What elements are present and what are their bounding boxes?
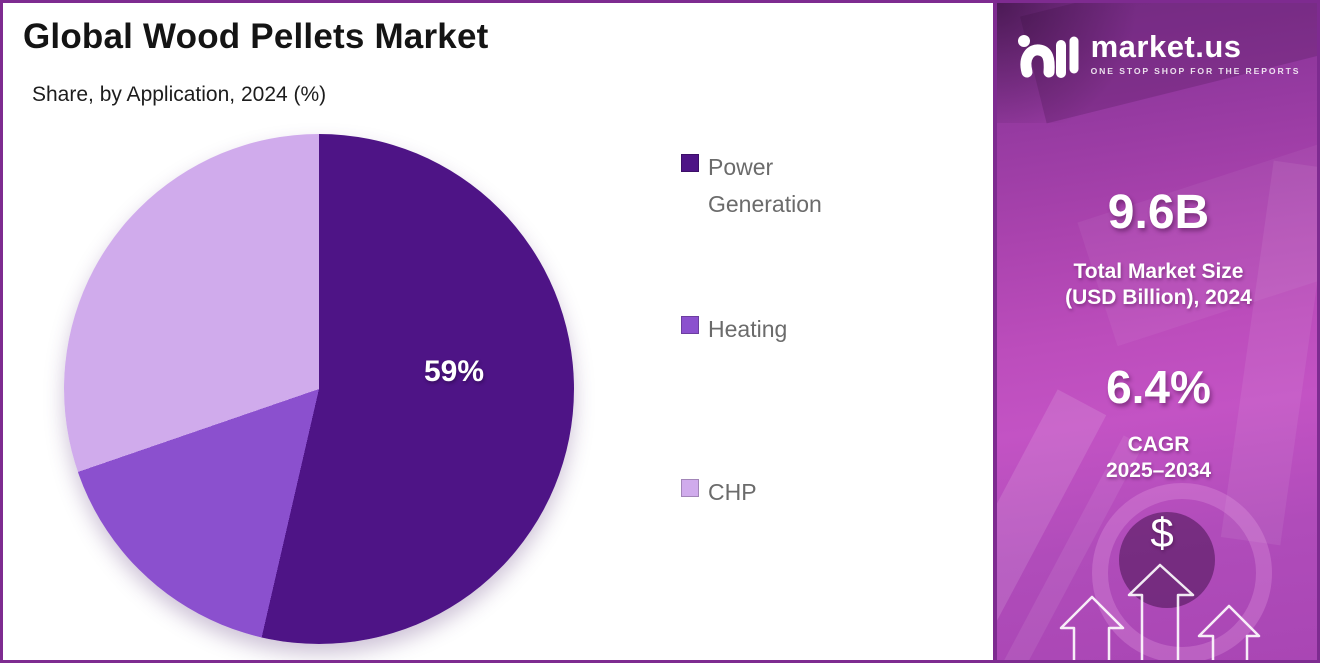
legend-label: CHP bbox=[708, 479, 757, 505]
legend-item-chp: CHP bbox=[681, 474, 868, 511]
legend-item-heating: Heating bbox=[681, 311, 868, 348]
pie-slice-data-label: 59% bbox=[423, 355, 485, 388]
legend-swatch-chp bbox=[681, 479, 699, 497]
stat-market-size-label: Total Market Size (USD Billion), 2024 bbox=[997, 259, 1317, 311]
stat-market-size-value: 9.6B bbox=[1107, 186, 1210, 239]
pie-chart bbox=[64, 134, 574, 644]
legend-swatch-power-generation bbox=[681, 154, 699, 172]
market-us-logo-icon bbox=[1017, 35, 1079, 78]
brand-lockup: market.us ONE STOP SHOP FOR THE REPORTS bbox=[997, 29, 1317, 79]
chart-area: Global Wood Pellets Market Share, by App… bbox=[3, 3, 990, 660]
brand-panel: market.us ONE STOP SHOP FOR THE REPORTS … bbox=[993, 3, 1317, 660]
stat-cagr-label: CAGR 2025–2034 bbox=[997, 432, 1317, 484]
stat-cagr-value: 6.4% bbox=[1106, 361, 1211, 413]
brand-name: market.us bbox=[1090, 29, 1242, 64]
growth-arrows-icon bbox=[1059, 563, 1261, 660]
stat-market-size-label-line1: Total Market Size bbox=[1073, 260, 1244, 283]
dollar-sign: $ bbox=[1150, 509, 1174, 556]
legend-swatch-heating bbox=[681, 316, 699, 334]
chart-subtitle: Share, by Application, 2024 (%) bbox=[32, 83, 327, 106]
stat-cagr-label-line2: 2025–2034 bbox=[1105, 459, 1212, 482]
brand-text: market.us ONE STOP SHOP FOR THE REPORTS bbox=[1090, 29, 1301, 76]
brand-tagline: ONE STOP SHOP FOR THE REPORTS bbox=[1090, 66, 1301, 76]
legend-label: Heating bbox=[708, 316, 788, 342]
pie-chart-container: 59% bbox=[64, 134, 574, 644]
legend-label: Power Generation bbox=[708, 154, 822, 217]
legend-item-power-generation: Power Generation bbox=[681, 149, 868, 223]
stat-cagr-label-line1: CAGR bbox=[1127, 433, 1190, 456]
stat-market-size-label-line2: (USD Billion), 2024 bbox=[1065, 286, 1252, 309]
page-title: Global Wood Pellets Market bbox=[23, 17, 489, 56]
